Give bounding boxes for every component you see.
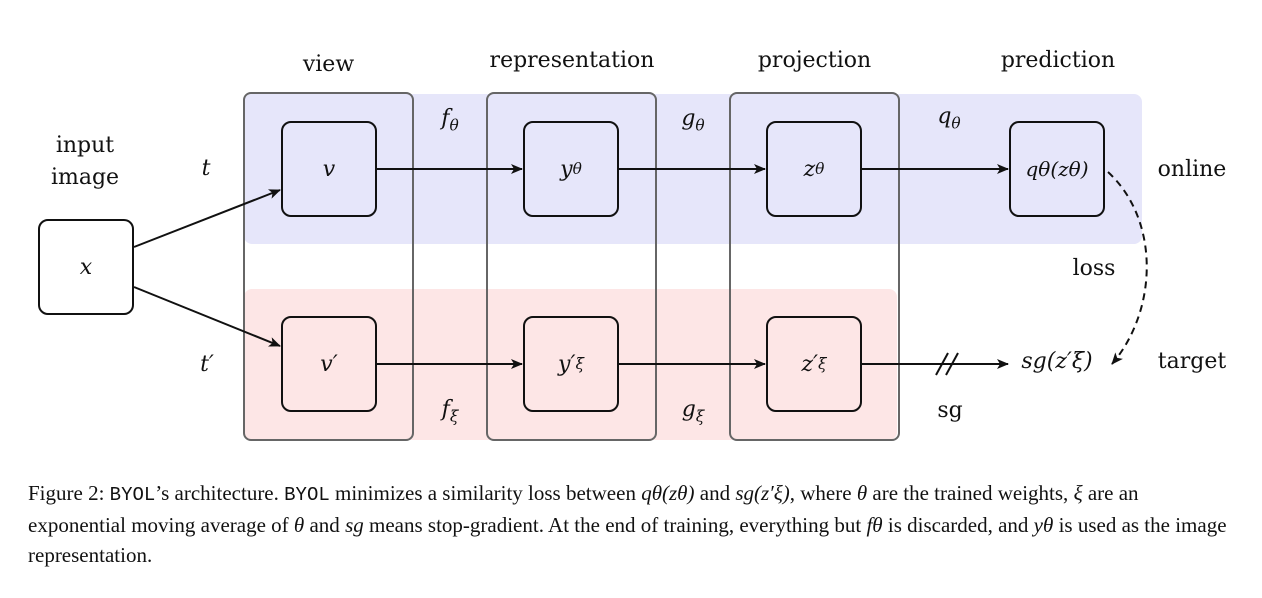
header-view: view bbox=[302, 52, 355, 77]
loss-arrow bbox=[1107, 171, 1148, 365]
label-q-theta: qθ bbox=[927, 104, 971, 132]
caption-byol: BYOL bbox=[109, 484, 156, 506]
stop-gradient-slash-1 bbox=[935, 352, 949, 376]
caption-part: and bbox=[694, 481, 736, 505]
f-xi-base: f bbox=[441, 397, 450, 422]
caption-part: , where bbox=[789, 481, 857, 505]
header-prediction: prediction bbox=[1000, 48, 1116, 73]
online-proj-base: z bbox=[803, 156, 816, 182]
g-theta-base: g bbox=[681, 106, 696, 131]
label-f-theta: fθ bbox=[428, 106, 472, 134]
target-representation-node: y′ ξ bbox=[523, 316, 619, 412]
label-t: t bbox=[201, 156, 211, 181]
caption-part: ’s architecture. bbox=[155, 481, 285, 505]
online-prediction-node: qθ(zθ) bbox=[1009, 121, 1105, 217]
caption-part: is discarded, and bbox=[882, 513, 1034, 537]
f-theta-base: f bbox=[441, 106, 450, 131]
online-rep-sub: θ bbox=[572, 160, 582, 178]
caption-part: are an exponential moving average of bbox=[28, 481, 1139, 537]
caption-part: and bbox=[304, 513, 346, 537]
arrow-x-to-vprime bbox=[133, 286, 281, 347]
target-rep-sub: ξ bbox=[575, 355, 584, 373]
header-representation: representation bbox=[489, 48, 655, 73]
label-t-prime: t′ bbox=[200, 352, 214, 377]
caption-math: θ bbox=[293, 513, 305, 537]
stop-gradient-slash-2 bbox=[945, 352, 959, 376]
input-label-line1: input bbox=[55, 133, 115, 158]
q-theta-sub: θ bbox=[951, 114, 961, 133]
target-projection-node: z′ ξ bbox=[766, 316, 862, 412]
label-g-theta: gθ bbox=[671, 106, 715, 134]
caption-byol: BYOL bbox=[284, 484, 330, 506]
label-f-xi: fξ bbox=[428, 397, 472, 425]
input-image-label: input image bbox=[30, 130, 140, 194]
caption-math: qθ(zθ) bbox=[641, 481, 695, 505]
g-xi-base: g bbox=[681, 397, 696, 422]
projection-column bbox=[729, 92, 900, 441]
label-online: online bbox=[1157, 157, 1227, 182]
caption-math: θ bbox=[856, 481, 868, 505]
f-theta-sub: θ bbox=[449, 116, 459, 135]
f-xi-sub: ξ bbox=[449, 407, 459, 426]
caption-math: sg bbox=[345, 513, 364, 537]
online-proj-sub: θ bbox=[815, 160, 825, 178]
caption-part: means stop-gradient. At the end of train… bbox=[363, 513, 867, 537]
caption-math: sg(z′ξ) bbox=[735, 481, 790, 505]
caption-part: is used as the image representation. bbox=[28, 513, 1227, 567]
g-theta-sub: θ bbox=[695, 116, 705, 135]
online-view-node: v bbox=[281, 121, 377, 217]
g-xi-sub: ξ bbox=[695, 407, 705, 426]
arrow-x-to-v bbox=[133, 189, 281, 248]
caption-part: Figure 2: bbox=[28, 481, 110, 505]
target-rep-base: y′ bbox=[558, 351, 576, 377]
header-projection: projection bbox=[757, 48, 872, 73]
q-theta-base: q bbox=[937, 104, 952, 129]
caption-math: ξ bbox=[1073, 481, 1083, 505]
target-proj-sub: ξ bbox=[818, 355, 827, 373]
label-loss: loss bbox=[1072, 256, 1116, 281]
online-rep-base: y bbox=[560, 156, 573, 182]
view-column bbox=[243, 92, 414, 441]
caption-math: fθ bbox=[866, 513, 883, 537]
figure-caption: Figure 2: BYOL’s architecture. BYOL mini… bbox=[28, 478, 1240, 570]
target-view-node: v′ bbox=[281, 316, 377, 412]
input-node-x: x bbox=[38, 219, 134, 315]
caption-part: minimizes a similarity loss between bbox=[329, 481, 642, 505]
label-target: target bbox=[1157, 349, 1227, 374]
caption-math: yθ bbox=[1033, 513, 1054, 537]
input-label-line2: image bbox=[50, 165, 120, 190]
representation-column bbox=[486, 92, 657, 441]
label-g-xi: gξ bbox=[671, 397, 715, 425]
caption-part: are the trained weights, bbox=[867, 481, 1074, 505]
target-proj-base: z′ bbox=[801, 351, 819, 377]
label-sg: sg bbox=[937, 398, 963, 423]
target-output-sg: sg(z′ξ) bbox=[1021, 349, 1093, 374]
